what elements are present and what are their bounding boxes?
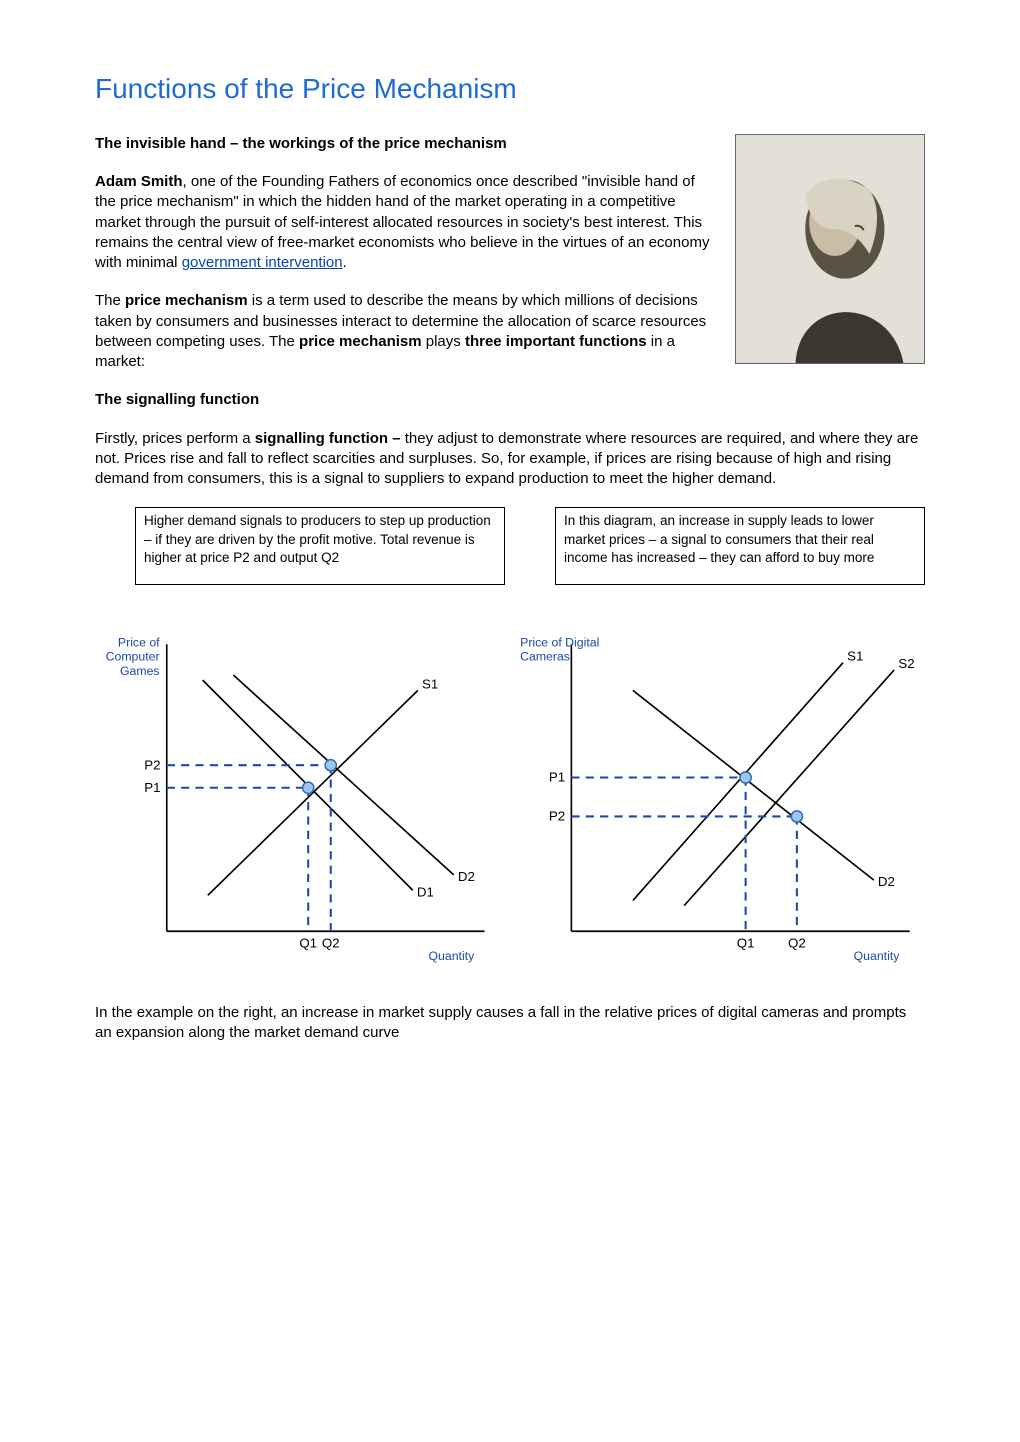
svg-text:S2: S2 [898, 656, 914, 671]
closing-paragraph: In the example on the right, an increase… [95, 1003, 925, 1044]
right-caption-box: In this diagram, an increase in supply l… [555, 507, 925, 585]
p2f: three important functions [465, 333, 647, 350]
p2b: price mechanism [125, 292, 248, 309]
adam-smith-name: Adam Smith [95, 173, 183, 190]
svg-text:Price of Digital: Price of Digital [520, 636, 599, 650]
svg-text:P2: P2 [144, 758, 160, 773]
svg-text:Q2: Q2 [322, 936, 340, 951]
p2d: price mechanism [299, 333, 422, 350]
svg-text:Q2: Q2 [788, 936, 806, 951]
left-caption-box: Higher demand signals to producers to st… [135, 507, 505, 585]
p2e: plays [422, 333, 465, 350]
svg-text:Q1: Q1 [737, 936, 755, 951]
p2a: The [95, 292, 125, 309]
svg-text:Games: Games [120, 664, 160, 678]
svg-text:Computer: Computer [106, 650, 160, 664]
right-chart-column: In this diagram, an increase in supply l… [515, 507, 925, 972]
svg-text:S1: S1 [422, 677, 438, 692]
p3a: Firstly, prices perform a [95, 430, 255, 447]
portrait-icon [736, 135, 924, 363]
svg-text:Price of: Price of [118, 636, 160, 650]
svg-text:Q1: Q1 [299, 936, 317, 951]
right-chart: Price of DigitalCameras Quantity S1 S2 D2 P1 Q… [515, 593, 925, 972]
para1-end: . [343, 254, 347, 271]
svg-text:P1: P1 [549, 770, 565, 785]
left-chart: Price ofComputerGames Quantity S1 D1 D2 P1 Q1 P… [95, 593, 505, 972]
svg-text:P2: P2 [549, 809, 565, 824]
charts-row: Higher demand signals to producers to st… [95, 507, 925, 972]
government-intervention-link[interactable]: government intervention [182, 254, 343, 271]
svg-text:Quantity: Quantity [854, 949, 901, 963]
adam-smith-portrait [735, 134, 925, 364]
svg-text:D1: D1 [417, 885, 434, 900]
subheading-signalling: The signalling function [95, 390, 925, 410]
svg-text:D2: D2 [878, 874, 895, 889]
paragraph-signalling: Firstly, prices perform a signalling fun… [95, 429, 925, 490]
svg-text:D2: D2 [458, 869, 475, 884]
intro-block: The invisible hand – the workings of the… [95, 134, 925, 391]
page-title: Functions of the Price Mechanism [95, 70, 925, 108]
svg-text:Cameras: Cameras [520, 650, 570, 664]
svg-text:Quantity: Quantity [429, 949, 476, 963]
svg-text:P1: P1 [144, 780, 160, 795]
p3b: signalling function – [255, 430, 401, 447]
svg-text:S1: S1 [847, 649, 863, 664]
left-chart-column: Higher demand signals to producers to st… [95, 507, 505, 972]
